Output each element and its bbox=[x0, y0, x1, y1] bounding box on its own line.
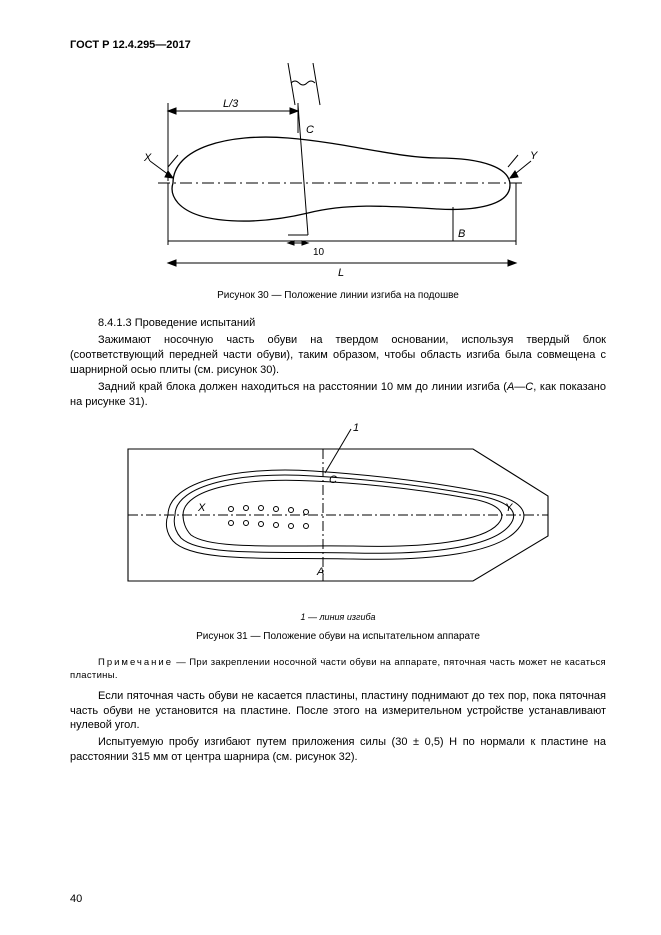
figure-30-diagram: X Y C L/3 B L 10 bbox=[138, 63, 538, 283]
fig30-label-c: C bbox=[306, 124, 314, 136]
note: Примечание — При закреплении носочной ча… bbox=[70, 657, 606, 683]
page: ГОСТ Р 12.4.295—2017 bbox=[0, 0, 661, 935]
fig30-label-y: Y bbox=[530, 150, 538, 162]
figure-30-caption: Рисунок 30 — Положение линии изгиба на п… bbox=[70, 289, 606, 303]
page-number: 40 bbox=[70, 892, 82, 907]
section-title: Проведение испытаний bbox=[135, 317, 256, 329]
fig31-label-y: Y bbox=[505, 502, 513, 514]
fig31-label-a: A bbox=[316, 566, 324, 578]
fig30-label-10: 10 bbox=[313, 247, 325, 258]
fig31-label-1: 1 bbox=[353, 422, 359, 434]
para-4: Испытуемую пробу изгибают путем приложен… bbox=[70, 735, 606, 765]
figure-31-legend: 1 — линия изгиба bbox=[70, 611, 606, 623]
fig30-label-l: L bbox=[338, 267, 344, 279]
para-3: Если пяточная часть обуви не касается пл… bbox=[70, 689, 606, 734]
para-1: Зажимают носочную часть обуви на твердом… bbox=[70, 333, 606, 378]
para-2: Задний край блока должен находиться на р… bbox=[70, 380, 606, 410]
figure-31-diagram: 1 C A X Y bbox=[103, 421, 573, 601]
figure-31-caption: Рисунок 31 — Положение обуви на испытате… bbox=[70, 630, 606, 644]
fig31-label-c: C bbox=[329, 474, 337, 486]
fig30-label-b: B bbox=[458, 228, 465, 240]
fig30-label-x: X bbox=[143, 152, 152, 164]
fig31-label-x: X bbox=[197, 502, 206, 514]
section-number: 8.4.1.3 bbox=[98, 317, 132, 329]
standard-code: ГОСТ Р 12.4.295—2017 bbox=[70, 38, 606, 53]
fig30-label-l3: L/3 bbox=[223, 98, 239, 110]
section-heading: 8.4.1.3 Проведение испытаний bbox=[70, 316, 606, 331]
